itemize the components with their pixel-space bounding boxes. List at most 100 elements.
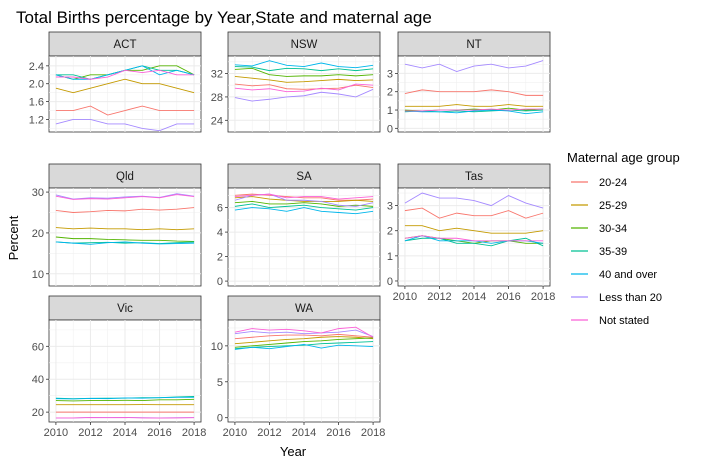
facet-strip [227,31,381,57]
series-line-35-39 [234,203,374,211]
series-line-30-34 [234,67,374,77]
facet-strip-label: Vic [117,303,133,315]
y-tick-label: 5 [217,377,223,389]
series-line-less-than-20 [234,329,374,337]
series-line-less-than-20 [234,88,374,102]
x-tick-label: 2018 [182,427,206,439]
y-tick-label: 32 [211,69,223,81]
y-tick-label: 1 [387,251,393,263]
series-line-40-and-over [55,396,195,400]
x-tick-label: 2012 [78,427,102,439]
series-line-25-29 [234,196,374,202]
y-tick-label: 6 [217,203,223,215]
facet-strip-label: WA [295,303,313,315]
series-line-not-stated [55,194,195,200]
facet-panels: ACT1.21.62.02.4NSW242832NT0123Qld102030S… [29,31,555,439]
y-tick-label: 60 [32,341,44,353]
x-tick-label: 2018 [531,291,555,303]
series-line-20-24 [55,105,195,116]
y-tick-label: 1.2 [29,114,44,126]
series-line-less-than-20 [404,192,544,209]
facet-strip [227,163,381,189]
y-tick-label: 0 [217,413,223,425]
x-tick-label: 2014 [292,427,316,439]
facet-strip [48,163,202,189]
y-tick-label: 0 [387,123,393,135]
series-line-30-34 [55,398,195,402]
legend-label: 25-29 [599,200,627,212]
series-line-20-24 [404,89,544,96]
legend-item: 20-24 [571,177,627,189]
series-line-less-than-20 [55,119,195,132]
series-line-20-24 [404,207,544,219]
series-line-40-and-over [234,207,374,215]
facet-panel-nt: NT 0 1 2 3 [387,31,551,135]
x-tick-label: 2010 [393,291,417,303]
legend-label: 20-24 [599,177,627,189]
facet-strip-label: SA [296,171,312,183]
series-line-not-stated [234,83,374,93]
facet-strip [48,295,202,321]
x-tick-label: 2014 [113,427,137,439]
series-line-40-and-over [234,60,374,69]
y-tick-label: 2.4 [29,61,44,73]
x-tick-label: 2010 [223,427,247,439]
facet-strip-label: Tas [465,171,483,183]
legend-item: 30-34 [571,223,627,235]
series-line-not-stated [404,108,544,112]
facet-strip-label: NSW [291,39,318,51]
series-line-40-and-over [55,241,195,245]
facet-panel-vic: Vic 20 40 60 2010 2012 2014 2016 2018 [32,295,206,439]
series-line-35-39 [55,241,195,244]
y-tick-label: 1 [387,105,393,117]
y-tick-label: 3 [387,201,393,213]
y-tick-label: 20 [32,228,44,240]
series-line-25-29 [55,227,195,231]
series-line-35-39 [404,109,544,113]
facet-strip-label: NT [466,39,481,51]
series-line-35-39 [404,237,544,247]
legend-item: Less than 20 [571,292,662,304]
y-tick-label: 0 [217,276,223,288]
legend-item: 25-29 [571,200,627,212]
series-line-20-24 [234,333,374,340]
facet-panel-wa: WA 0 5 10 2010 2012 2014 2016 2018 [211,295,385,439]
x-tick-label: 2018 [361,427,385,439]
legend-item: Not stated [571,315,649,327]
legend-item: 35-39 [571,246,627,258]
y-tick-label: 2 [387,226,393,238]
legend-label: Not stated [599,315,649,327]
series-line-less-than-20 [404,60,544,73]
series-line-25-29 [234,336,374,345]
y-tick-label: 1.6 [29,97,44,109]
x-tick-label: 2016 [147,427,171,439]
facet-panel-sa: SA 0 2 4 6 [217,163,381,288]
x-tick-label: 2012 [427,291,451,303]
series-line-35-39 [234,341,374,350]
y-tick-label: 40 [32,374,44,386]
facet-panel-nsw: NSW 24 28 32 [211,31,381,133]
facet-strip-label: ACT [114,39,137,51]
y-tick-label: 10 [32,269,44,281]
y-tick-label: 3 [387,68,393,80]
x-tick-label: 2016 [326,427,350,439]
legend-item: 40 and over [571,269,657,281]
series-line-not-stated [55,69,195,80]
facet-panel-act: ACT 1.2 1.6 2.0 2.4 [29,31,202,133]
series-line-less-than-20 [55,193,195,200]
series-line-not-stated [234,193,374,200]
legend-title: Maternal age group [567,150,680,165]
facet-strip [48,31,202,57]
series-line-25-29 [404,104,544,107]
legend: Maternal age group 20-24 25-29 30-34 35-39 4… [567,150,680,327]
y-tick-label: 2 [217,252,223,264]
series-line-not-stated [404,235,544,242]
series-line-40-and-over [234,343,374,350]
x-tick-label: 2012 [257,427,281,439]
legend-label: 40 and over [599,269,657,281]
facet-panel-tas: Tas 0 1 2 3 2010 2012 2014 2016 2018 [387,163,555,303]
y-tick-label: 28 [211,92,223,104]
y-tick-label: 20 [32,407,44,419]
legend-label: Less than 20 [599,292,662,304]
